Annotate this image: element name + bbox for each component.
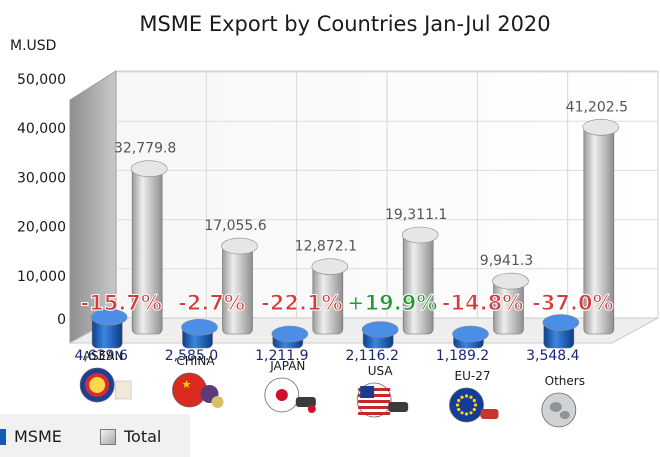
usa-flag-icon (356, 382, 409, 418)
bar-msme (361, 321, 399, 349)
y-tick-label: 10,000 (17, 269, 66, 285)
msme-value-label: 2,116.2 (345, 348, 398, 364)
category-label: USA (368, 364, 394, 378)
legend: MSME Total (0, 414, 190, 457)
category-label: CHINA (176, 354, 215, 368)
legend-label-msme: MSME (14, 427, 62, 446)
y-tick-label: 50,000 (17, 72, 66, 88)
y-axis-label: M.USD (10, 38, 56, 54)
bar-total (582, 118, 620, 335)
chart-title: MSME Export by Countries Jan-Jul 2020 (139, 12, 550, 36)
category-label: EU-27 (455, 369, 491, 383)
bar-total (492, 272, 529, 335)
bar-total (401, 226, 439, 335)
japan-flag-icon (264, 377, 316, 413)
globe-icon (541, 392, 577, 428)
eu-flag-icon (449, 387, 499, 423)
msme-value-label: 3,548.4 (526, 348, 580, 364)
total-value-label: 17,055.6 (204, 218, 266, 234)
bar-msme (452, 325, 489, 349)
growth-annotation: -15.7% (80, 291, 162, 315)
bar-msme (271, 325, 309, 349)
svg-text:★: ★ (182, 378, 192, 391)
asean-emblem-icon (79, 367, 132, 403)
growth-annotation: -2.7% (178, 291, 245, 315)
category-label: JAPAN (269, 359, 305, 373)
total-value-label: 19,311.1 (385, 207, 447, 223)
msme-value-label: 4,639.6 (74, 348, 128, 364)
growth-annotation: +19.9% (347, 291, 437, 315)
growth-annotation: -37.0% (532, 291, 614, 315)
y-tick-label: 20,000 (17, 220, 66, 236)
legend-swatch-msme (0, 428, 6, 445)
bar-msme (90, 308, 128, 349)
msme-value-label: 2,585.0 (165, 348, 218, 364)
category-label: ASEAN (83, 349, 124, 363)
legend-item-msme: MSME (0, 427, 62, 446)
growth-annotation: -22.1% (261, 291, 343, 315)
total-value-label: 41,202.5 (566, 99, 628, 115)
total-value-label: 32,779.8 (114, 141, 176, 157)
y-tick-label: 0 (57, 312, 66, 328)
legend-swatch-total (100, 428, 116, 445)
msme-value-label: 1,211.9 (255, 348, 308, 364)
bar-msme (542, 314, 580, 349)
total-value-label: 9,941.3 (480, 253, 533, 269)
category-label: Others (545, 374, 585, 388)
bar-total (130, 160, 168, 335)
y-tick-label: 40,000 (17, 121, 66, 137)
bar-total (311, 258, 349, 335)
legend-item-total: Total (100, 427, 161, 446)
bar-total (221, 237, 258, 335)
growth-annotation: -14.8% (442, 291, 524, 315)
y-tick-label: 30,000 (17, 170, 66, 186)
legend-label-total: Total (124, 427, 162, 446)
msme-value-label: 1,189.2 (436, 348, 489, 364)
china-flag-icon: ★ (172, 372, 224, 408)
bar-msme (181, 318, 218, 349)
total-value-label: 12,872.1 (295, 239, 357, 255)
